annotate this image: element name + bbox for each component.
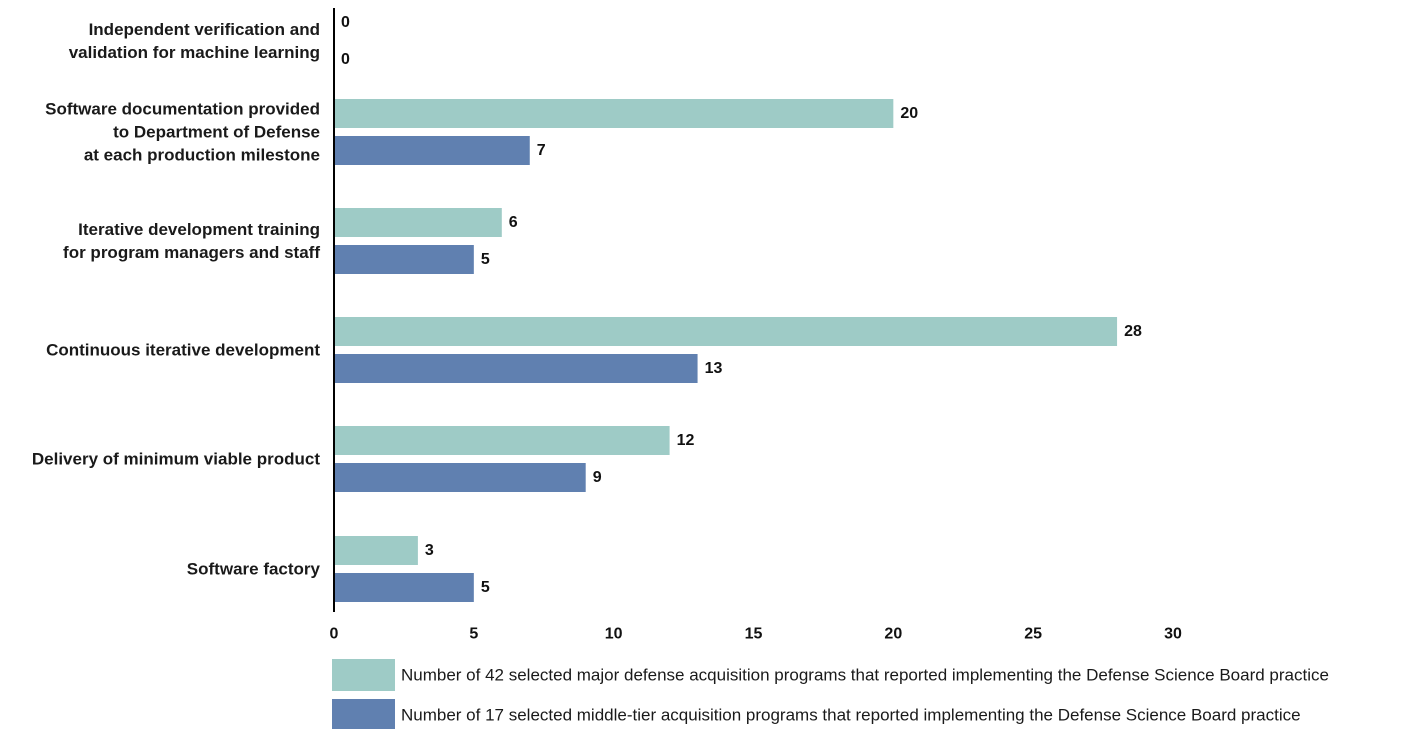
legend: Number of 42 selected major defense acqu… — [332, 659, 1329, 731]
bar-middle-tier-5 — [334, 573, 474, 602]
bar-major-2 — [334, 208, 502, 237]
data-label: 0 — [341, 14, 350, 31]
category-labels-group: Independent verification and validation f… — [32, 20, 321, 579]
bar-major-5 — [334, 536, 418, 565]
bar-major-4 — [334, 426, 670, 455]
category-label: for program managers and staff — [63, 243, 320, 262]
x-tick-label: 10 — [605, 626, 623, 643]
category-label: Software documentation provided — [45, 100, 320, 119]
category-label: validation for machine learning — [69, 43, 320, 62]
category-label: at each production milestone — [84, 146, 320, 165]
bar-major-1 — [334, 99, 894, 128]
data-label: 0 — [341, 51, 350, 68]
data-label: 5 — [481, 579, 490, 596]
x-tick-label: 30 — [1164, 626, 1182, 643]
category-label: Software factory — [187, 560, 321, 579]
data-label: 7 — [537, 142, 546, 159]
data-label: 3 — [425, 542, 434, 559]
data-label: 9 — [593, 469, 602, 486]
bar-major-3 — [334, 317, 1118, 346]
x-tick-label: 0 — [330, 626, 339, 643]
x-tick-label: 15 — [745, 626, 763, 643]
x-tick-label: 25 — [1024, 626, 1042, 643]
category-label: Iterative development training — [78, 220, 320, 239]
legend-swatch — [332, 659, 395, 691]
legend-label: Number of 42 selected major defense acqu… — [401, 666, 1329, 685]
value-labels-group: 0 0 20 7 6 5 28 13 12 9 3 5 — [341, 14, 1142, 596]
legend-swatch — [332, 699, 395, 731]
bar-middle-tier-1 — [334, 136, 530, 165]
bar-middle-tier-4 — [334, 463, 586, 492]
legend-label: Number of 17 selected middle-tier acquis… — [401, 706, 1301, 725]
data-label: 13 — [705, 360, 723, 377]
data-label: 28 — [1124, 323, 1142, 340]
x-tick-label: 5 — [469, 626, 478, 643]
x-tick-label: 20 — [884, 626, 902, 643]
data-label: 20 — [900, 105, 918, 122]
category-label: Independent verification and — [89, 20, 320, 39]
category-label: to Department of Defense — [113, 123, 320, 142]
bar-middle-tier-2 — [334, 245, 474, 274]
axis-group: 0 5 10 15 20 25 30 — [330, 8, 1182, 643]
category-label: Delivery of minimum viable product — [32, 450, 320, 469]
bar-middle-tier-3 — [334, 354, 698, 383]
category-label: Continuous iterative development — [46, 341, 320, 360]
bars-group — [334, 99, 1118, 602]
data-label: 6 — [509, 214, 518, 231]
data-label: 5 — [481, 251, 490, 268]
data-label: 12 — [677, 432, 695, 449]
